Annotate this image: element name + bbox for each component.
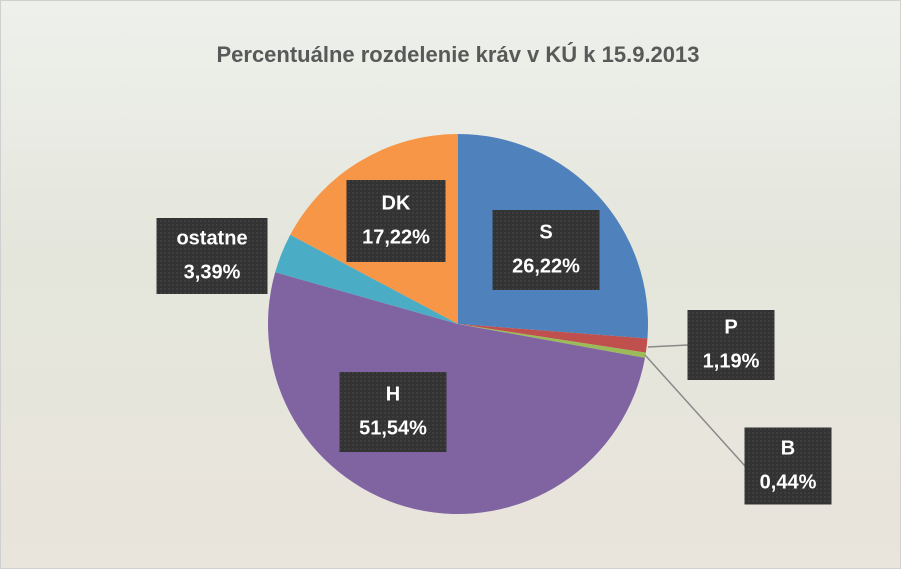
pie-slice [458, 324, 648, 353]
label-box [346, 180, 446, 262]
data-label: 1,19% [703, 350, 760, 372]
data-label-name: H [386, 383, 400, 405]
data-label: 17,22% [362, 226, 430, 248]
pie-slice [458, 324, 646, 358]
leader-line [647, 344, 689, 348]
data-label-name: B [781, 437, 795, 459]
label-box [156, 218, 268, 294]
chart-title: Percentuálne rozdelenie kráv v KÚ k 15.9… [216, 42, 699, 67]
label-box [492, 210, 600, 290]
pie-slice [275, 234, 458, 324]
data-label: 26,22% [512, 255, 580, 277]
pie-slice [268, 272, 645, 514]
leader-line [644, 354, 746, 467]
label-box [339, 372, 447, 452]
data-label-name: DK [382, 192, 411, 214]
data-label: 0,44% [760, 471, 817, 493]
data-label: 3,39% [184, 261, 241, 283]
labels: S 26,22% P 1,19% B 0,44% H 51,54% ostatne 3,39% DK… [156, 180, 832, 505]
data-label: 51,54% [359, 417, 427, 439]
label-box [687, 310, 775, 380]
data-label-name: S [539, 221, 552, 243]
pie [268, 134, 648, 514]
data-label-name: ostatne [176, 227, 247, 249]
data-label-name: P [724, 316, 737, 338]
label-box [744, 427, 832, 505]
